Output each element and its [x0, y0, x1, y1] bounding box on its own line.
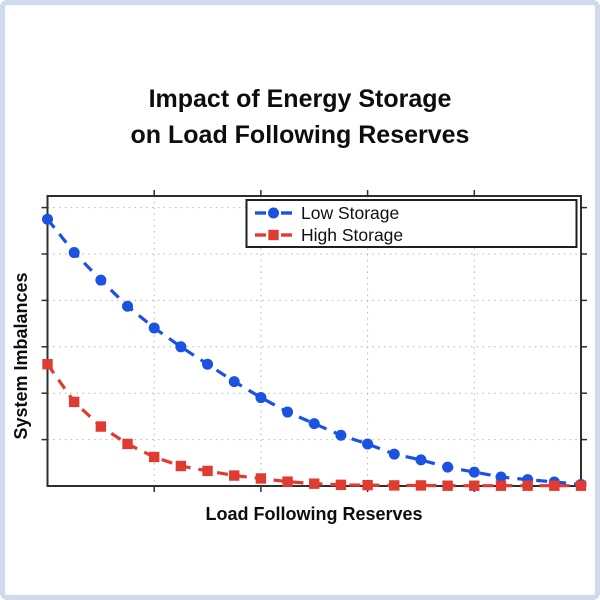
legend-label-low-storage: Low Storage — [301, 203, 399, 223]
y-axis-label: System Imbalances — [11, 272, 31, 439]
legend-box — [245, 199, 578, 248]
data-series — [42, 213, 587, 491]
legend: Low Storage High Storage — [245, 199, 578, 248]
x-axis-label: Load Following Reserves — [205, 504, 422, 524]
legend-samples — [255, 207, 292, 241]
chart-title-line1: Impact of Energy Storage — [149, 85, 452, 113]
series-high-storage — [42, 359, 587, 491]
chart-title-line2: on Load Following Reserves — [131, 121, 470, 149]
legend-label-high-storage: High Storage — [301, 225, 403, 245]
gridlines — [47, 196, 581, 486]
